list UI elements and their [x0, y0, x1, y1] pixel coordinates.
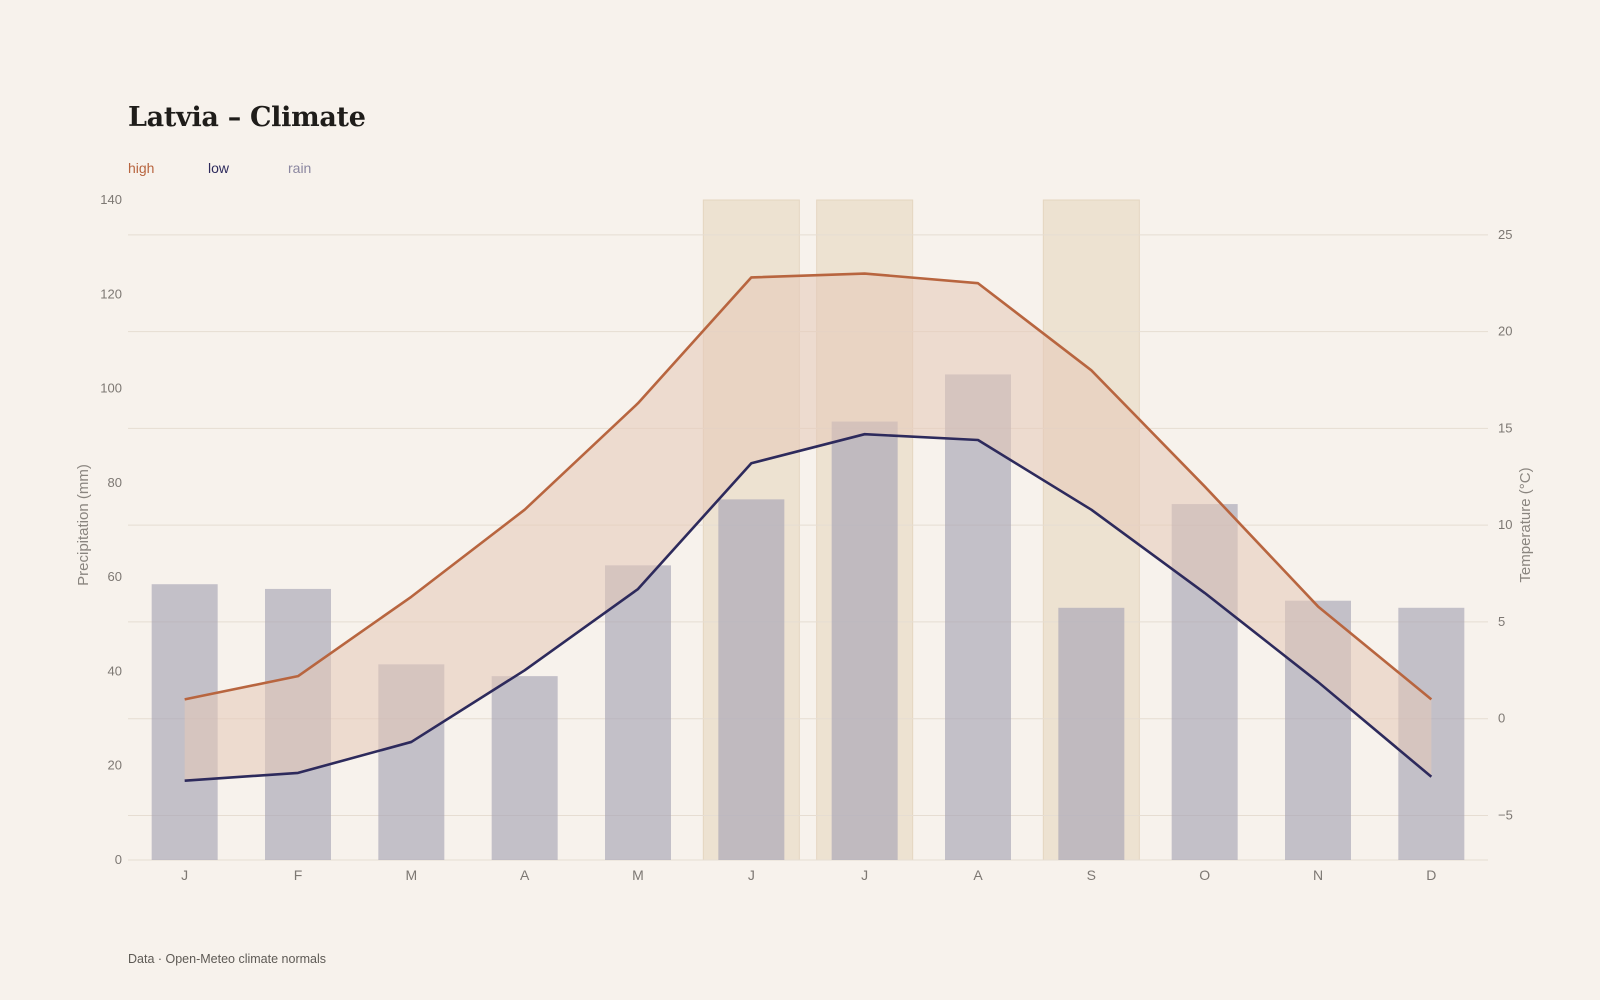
left-tick-label: 20 — [108, 758, 122, 773]
high-temperature-line — [184, 272, 1433, 701]
rain-bar — [831, 421, 898, 860]
x-tick-label: A — [973, 867, 983, 883]
rain-bar — [1058, 607, 1125, 860]
right-axis-title: Temperature (°C) — [1517, 467, 1534, 582]
x-tick-label: F — [294, 867, 303, 883]
x-tick-label: D — [1426, 867, 1436, 883]
rain-bar — [945, 374, 1011, 860]
left-tick-label: 140 — [100, 192, 122, 207]
rain-bar — [718, 499, 785, 860]
right-tick-label: 15 — [1498, 420, 1512, 435]
right-tick-label: 25 — [1498, 227, 1512, 242]
left-axis-title: Precipitation (mm) — [75, 464, 92, 586]
right-tick-label: 5 — [1498, 614, 1505, 629]
x-tick-label: S — [1087, 867, 1096, 883]
left-tick-label: 100 — [100, 381, 122, 396]
legend: high low rain — [128, 160, 311, 176]
legend-rain: rain — [288, 160, 312, 176]
right-tick-label: 0 — [1498, 711, 1505, 726]
left-tick-label: 60 — [108, 569, 122, 584]
rain-bar — [491, 676, 558, 860]
x-tick-label: M — [405, 867, 417, 883]
x-tick-label: O — [1199, 867, 1210, 883]
left-tick-label: 80 — [108, 475, 122, 490]
legend-high: high — [128, 160, 155, 176]
x-tick-label: J — [181, 867, 188, 883]
x-tick-label: J — [748, 867, 755, 883]
source-note: Data · Open-Meteo climate normals — [128, 952, 326, 966]
x-tick-label: A — [520, 867, 530, 883]
x-tick-label: N — [1313, 867, 1323, 883]
left-tick-label: 120 — [100, 286, 122, 301]
chart-title: Latvia – Climate — [128, 102, 366, 133]
right-tick-label: 20 — [1498, 324, 1512, 339]
right-tick-label: 10 — [1498, 517, 1512, 532]
low-temperature-line — [184, 432, 1433, 782]
x-tick-label: J — [861, 867, 868, 883]
right-tick-label: −5 — [1498, 807, 1513, 822]
left-tick-label: 0 — [115, 852, 122, 867]
rain-bar — [605, 565, 671, 860]
left-tick-label: 40 — [108, 663, 122, 678]
x-tick-label: M — [632, 867, 644, 883]
legend-low: low — [208, 160, 230, 176]
